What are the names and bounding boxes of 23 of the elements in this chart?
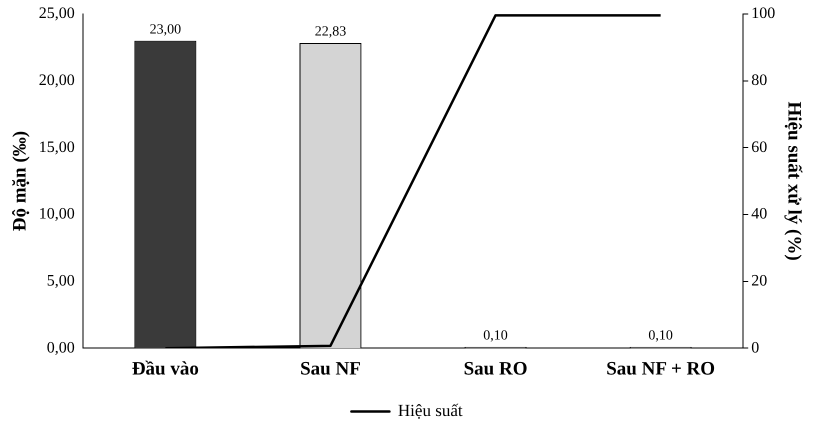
y-tick-label: 15,00 xyxy=(38,138,75,156)
data-label: 22,83 xyxy=(314,24,346,40)
x-tick-label: Sau NF xyxy=(300,358,361,380)
x-tick-label: Đầu vào xyxy=(132,358,199,380)
data-label: 0,10 xyxy=(483,328,508,344)
y-tick-label: 20,00 xyxy=(38,72,75,90)
legend-label: Hiệu suất xyxy=(398,400,463,420)
x-tick-label: Sau NF + RO xyxy=(606,358,716,380)
y-tick-label: 10,00 xyxy=(38,206,75,223)
y2-tick-label: 60 xyxy=(751,138,768,156)
y2-tick-label: 0 xyxy=(751,339,760,356)
y2-tick-label: 80 xyxy=(751,72,768,90)
y-tick-label: 0,00 xyxy=(46,339,75,356)
x-tick-label: Sau RO xyxy=(464,358,528,380)
data-label: 23,00 xyxy=(150,22,182,38)
y-tick-label: 5,00 xyxy=(46,272,75,290)
y-tick-label: 25,00 xyxy=(38,5,75,22)
y2-tick-label: 100 xyxy=(751,5,776,22)
data-label: 0,10 xyxy=(648,328,673,344)
y2-tick-label: 20 xyxy=(751,272,768,290)
y2-tick-label: 40 xyxy=(751,206,768,223)
y2-axis-title: Hiệu suất xử lý (%) xyxy=(784,102,805,261)
y-axis-title: Độ mặn (‰) xyxy=(9,130,30,232)
